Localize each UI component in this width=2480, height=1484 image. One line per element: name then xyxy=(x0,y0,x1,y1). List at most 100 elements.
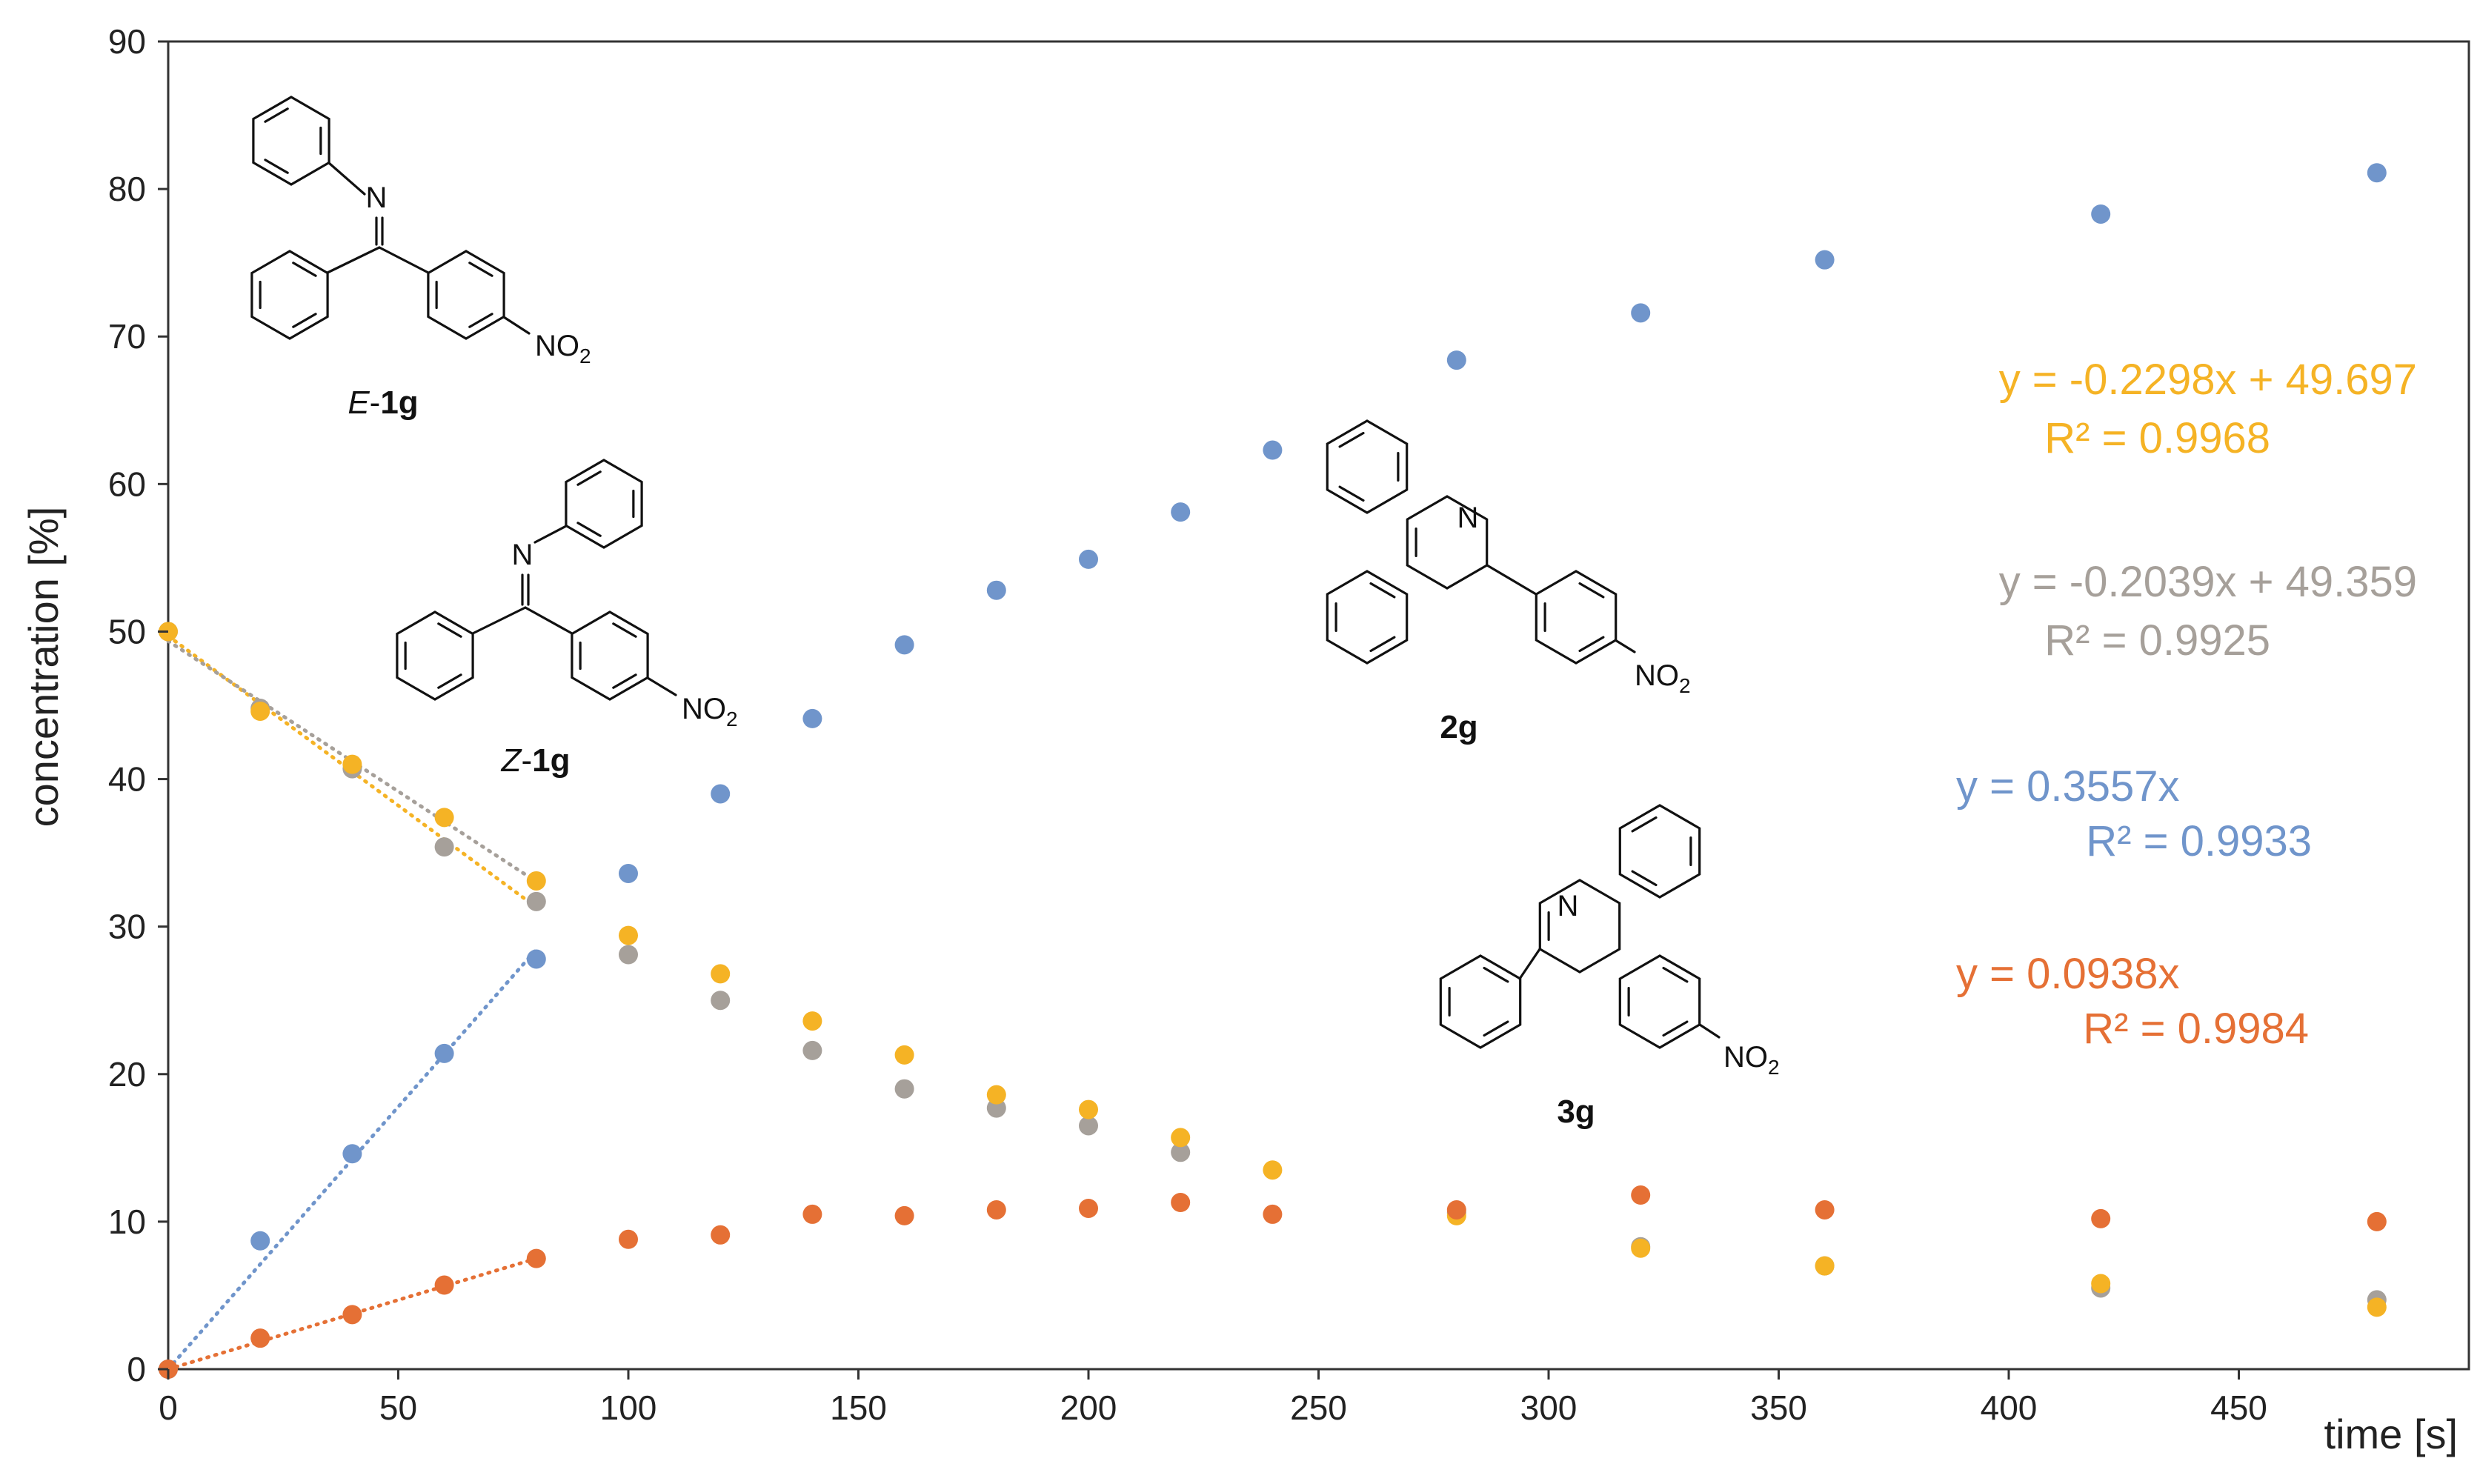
data-point-E-1g xyxy=(2091,1274,2111,1294)
x-tick-label: 0 xyxy=(159,1388,178,1427)
data-point-2g xyxy=(2367,163,2387,183)
ring-double-bond xyxy=(1369,582,1396,599)
data-point-2g xyxy=(342,1144,362,1164)
ring-double-bond xyxy=(576,522,602,537)
nitrogen-atom: N xyxy=(1558,890,1579,922)
ring-bond xyxy=(1618,954,1701,1049)
data-point-2g xyxy=(250,1231,270,1251)
nitrogen-atom: N xyxy=(512,539,533,571)
x-tick-label: 300 xyxy=(1520,1388,1578,1427)
label-e1g: E-1g xyxy=(348,385,418,421)
data-point-2g xyxy=(894,635,914,655)
ring-bond xyxy=(571,610,649,701)
data-point-Z-1g xyxy=(711,991,731,1011)
nitrogen-atom: N xyxy=(1457,502,1479,534)
data-point-3g xyxy=(342,1305,362,1325)
data-point-E-1g xyxy=(250,701,270,721)
ring-double-bond xyxy=(264,107,289,123)
data-point-E-1g xyxy=(1815,1256,1835,1276)
data-points xyxy=(159,163,2387,1379)
data-point-Z-1g xyxy=(986,1098,1006,1118)
ring-double-bond xyxy=(612,622,637,638)
bond xyxy=(1486,564,1537,596)
data-point-E-1g xyxy=(894,1045,914,1065)
structure-3g: N NO2 xyxy=(1439,804,1780,1079)
nitrogen-atom: N xyxy=(366,182,388,214)
ring-double-bond xyxy=(1662,966,1689,983)
structure-e1g: N NO2 xyxy=(250,96,591,367)
ring-bond xyxy=(1406,495,1489,590)
data-point-Z-1g xyxy=(619,945,638,965)
data-point-2g xyxy=(986,580,1006,600)
data-point-3g xyxy=(1815,1199,1835,1220)
data-point-2g xyxy=(1446,350,1466,370)
data-point-E-1g xyxy=(2367,1297,2387,1317)
data-point-2g xyxy=(1079,549,1098,569)
ring-double-bond xyxy=(1369,636,1396,653)
r2-z1g-text: R² = 0.9925 xyxy=(2044,616,2270,665)
data-point-E-1g xyxy=(526,871,546,891)
ring-bond xyxy=(1439,954,1522,1049)
data-point-Z-1g xyxy=(1171,1142,1191,1162)
plot-border xyxy=(167,40,2470,1371)
bond xyxy=(1698,1023,1721,1039)
data-point-3g xyxy=(2367,1211,2387,1231)
bond xyxy=(471,606,527,635)
y-tick-label: 70 xyxy=(108,317,146,356)
bond xyxy=(533,525,568,544)
ring-double-bond xyxy=(1338,485,1365,502)
data-point-E-1g xyxy=(802,1011,822,1031)
y-tick-label: 10 xyxy=(108,1202,146,1241)
bond xyxy=(1518,948,1541,980)
data-point-3g xyxy=(986,1199,1006,1220)
ring-double-bond xyxy=(1483,1020,1509,1037)
data-point-3g xyxy=(711,1225,731,1245)
y-tick-label: 50 xyxy=(108,612,146,651)
nitro-group: NO2 xyxy=(1723,1041,1780,1079)
data-point-3g xyxy=(802,1204,822,1224)
ring-double-bond xyxy=(612,673,637,689)
y-tick-label: 30 xyxy=(108,908,146,946)
ring-double-bond xyxy=(1578,582,1605,599)
x-tick-label: 100 xyxy=(600,1388,657,1427)
bond xyxy=(328,162,366,196)
ring-double-bond xyxy=(1483,966,1509,983)
data-point-2g xyxy=(711,784,731,804)
data-point-E-1g xyxy=(1079,1099,1098,1119)
data-point-2g xyxy=(1631,303,1651,323)
data-point-3g xyxy=(894,1205,914,1225)
data-point-Z-1g xyxy=(1079,1116,1098,1136)
ring-bond xyxy=(250,250,329,340)
data-point-2g xyxy=(2091,204,2111,224)
equation-z1g-text: y = -0.2039x + 49.359 xyxy=(1999,558,2417,606)
data-point-E-1g xyxy=(434,808,454,828)
x-tick-label: 400 xyxy=(1981,1388,2038,1427)
data-point-3g xyxy=(434,1275,454,1295)
data-point-2g xyxy=(1815,250,1835,270)
x-axis-ticks: 0 50 100 150 200 250 300 350 400 450 xyxy=(159,1369,2267,1427)
y-axis-title: concentration [%] xyxy=(20,507,67,828)
data-point-Z-1g xyxy=(526,891,546,911)
ring-double-bond xyxy=(468,313,493,328)
data-point-E-1g xyxy=(1263,1160,1283,1180)
data-point-E-1g xyxy=(342,754,362,774)
r2-3g-text: R² = 0.9984 xyxy=(2083,1005,2309,1053)
ring-double-bond xyxy=(292,262,317,277)
ring-bond xyxy=(1535,570,1618,665)
ring-double-bond xyxy=(468,262,493,277)
bond xyxy=(378,246,430,274)
label-3g: 3g xyxy=(1557,1094,1595,1130)
x-tick-label: 250 xyxy=(1290,1388,1347,1427)
data-point-3g xyxy=(250,1328,270,1348)
data-point-Z-1g xyxy=(434,837,454,857)
ring-double-bond xyxy=(1631,870,1658,887)
ring-bond xyxy=(565,459,643,549)
data-point-E-1g xyxy=(986,1085,1006,1105)
y-tick-label: 60 xyxy=(108,465,146,503)
r2-2g-text: R² = 0.9933 xyxy=(2086,817,2312,865)
x-tick-label: 50 xyxy=(379,1388,417,1427)
data-point-E-1g xyxy=(619,925,638,945)
data-point-E-1g xyxy=(711,964,731,984)
data-point-Z-1g xyxy=(894,1079,914,1099)
ring-double-bond xyxy=(1578,636,1605,653)
